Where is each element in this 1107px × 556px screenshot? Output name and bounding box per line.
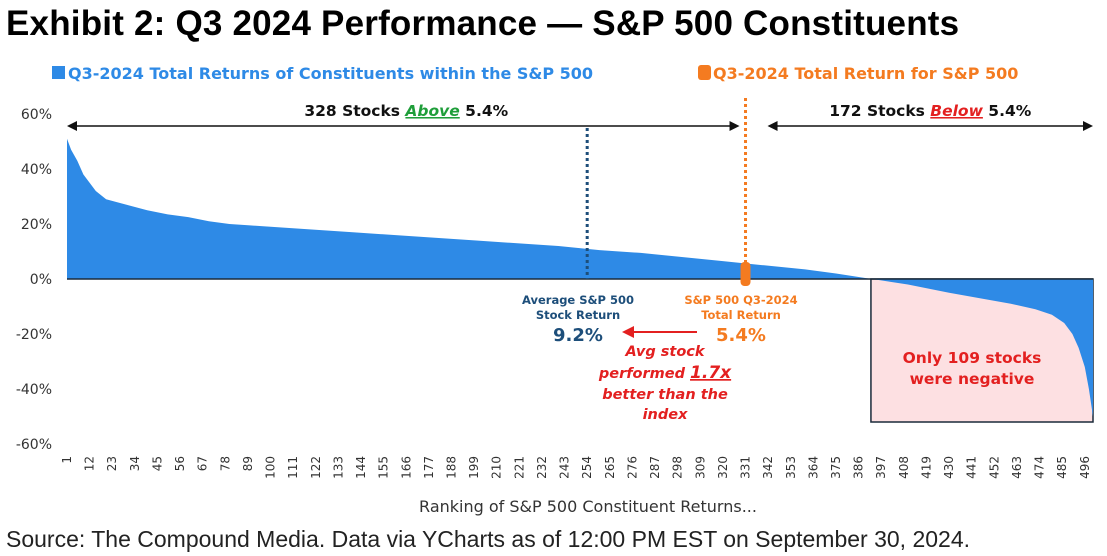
comparison-line3: better than the	[602, 387, 728, 403]
x-tick-label: 474	[1033, 456, 1047, 479]
x-tick-label: 430	[942, 456, 956, 479]
legend-label-index: Q3-2024 Total Return for S&P 500	[713, 64, 1018, 83]
x-tick-label: 1	[60, 456, 74, 464]
x-tick-label: 12	[83, 456, 97, 471]
comparison-multiple: 1.7x	[690, 363, 732, 383]
x-tick-label: 100	[264, 456, 278, 479]
x-tick-label: 45	[150, 456, 164, 471]
legend-swatch-index	[698, 65, 711, 80]
y-tick-label: 40%	[21, 162, 52, 178]
x-tick-label: 122	[309, 456, 323, 479]
x-tick-label: 353	[784, 456, 798, 479]
x-tick-label: 111	[286, 456, 300, 479]
y-tick-label: -60%	[16, 437, 52, 453]
stocks-below-label: 172 Stocks Below 5.4%	[829, 102, 1032, 120]
below-word: Below	[930, 102, 983, 120]
x-tick-label: 254	[580, 456, 594, 479]
x-tick-label: 496	[1078, 456, 1092, 479]
index-value: 5.4%	[716, 325, 766, 346]
above-range-arrow-head-left	[67, 121, 77, 131]
y-tick-label: 60%	[21, 107, 52, 123]
x-axis: 1 12 23 34 45 56 67 78 89 100 111 122 133 144 155 166 17…	[60, 456, 1092, 479]
comparison-annotation: Avg stock performed 1.7x better than the…	[598, 344, 732, 423]
x-tick-label: 34	[128, 456, 142, 471]
negative-label-line2: were negative	[910, 370, 1035, 388]
x-tick-label: 452	[987, 456, 1001, 479]
comparison-arrowhead	[622, 326, 634, 338]
y-tick-label: -20%	[16, 327, 52, 343]
x-tick-label: 78	[218, 456, 232, 471]
x-tick-label: 177	[422, 456, 436, 479]
average-value: 9.2%	[553, 325, 603, 346]
x-tick-label: 485	[1055, 456, 1069, 479]
y-tick-label: 20%	[21, 217, 52, 233]
x-tick-label: 188	[444, 456, 458, 479]
y-tick-label: -40%	[16, 382, 52, 398]
comparison-line2: performed 1.7x	[598, 363, 732, 383]
x-tick-label: 23	[105, 456, 119, 471]
above-range-arrow-head-right	[729, 121, 740, 131]
comparison-line4: index	[643, 407, 689, 423]
constituent-returns-area	[67, 138, 1093, 417]
x-tick-label: 287	[648, 456, 662, 479]
x-tick-label: 320	[716, 456, 730, 479]
x-tick-label: 133	[331, 456, 345, 479]
chart-title: Exhibit 2: Q3 2024 Performance — S&P 500…	[6, 4, 960, 43]
y-tick-label: 0%	[30, 272, 52, 288]
legend-swatch-constituents	[52, 66, 65, 79]
x-tick-label: 56	[173, 456, 187, 471]
x-tick-label: 243	[558, 456, 572, 479]
average-annotation: Average S&P 500 Stock Return 9.2%	[522, 293, 634, 346]
negative-annotation: Only 109 stocks were negative	[903, 349, 1042, 388]
above-word: Above	[404, 102, 459, 120]
x-tick-label: 375	[829, 456, 843, 479]
chart: Q3-2024 Total Returns of Constituents wi…	[16, 64, 1094, 516]
x-tick-label: 276	[625, 456, 639, 479]
x-tick-label: 221	[512, 456, 526, 479]
x-tick-label: 89	[241, 456, 255, 471]
x-tick-label: 408	[897, 456, 911, 479]
x-tick-label: 199	[467, 456, 481, 479]
source-note: Source: The Compound Media. Data via YCh…	[6, 526, 971, 552]
x-tick-label: 331	[739, 456, 753, 479]
comparison-line1: Avg stock	[624, 344, 705, 360]
stocks-above-label: 328 Stocks Above 5.4%	[304, 102, 508, 120]
index-label-line2: Total Return	[701, 308, 781, 322]
x-tick-label: 210	[490, 456, 504, 479]
x-tick-label: 419	[919, 456, 933, 479]
x-tick-label: 155	[377, 456, 391, 479]
x-tick-label: 364	[806, 456, 820, 479]
x-tick-label: 298	[671, 456, 685, 479]
x-tick-label: 463	[1010, 456, 1024, 479]
index-label-line1: S&P 500 Q3-2024	[684, 293, 797, 307]
x-tick-label: 342	[761, 456, 775, 479]
x-tick-label: 144	[354, 456, 368, 479]
below-range-arrow-head-left	[767, 121, 778, 131]
y-axis: 60% 40% 20% 0% -20% -40% -60%	[16, 107, 52, 453]
x-tick-label: 265	[603, 456, 617, 479]
legend-label-constituents: Q3-2024 Total Returns of Constituents wi…	[68, 64, 593, 83]
average-label-line2: Stock Return	[536, 308, 620, 322]
index-annotation: S&P 500 Q3-2024 Total Return 5.4%	[684, 293, 797, 346]
x-tick-label: 67	[196, 456, 210, 471]
x-tick-label: 166	[399, 456, 413, 479]
x-tick-label: 309	[693, 456, 707, 479]
x-tick-label: 386	[852, 456, 866, 479]
x-tick-label: 232	[535, 456, 549, 479]
range-arrows	[67, 121, 1093, 131]
legend: Q3-2024 Total Returns of Constituents wi…	[52, 64, 1018, 83]
x-tick-label: 441	[965, 456, 979, 479]
x-tick-label: 397	[874, 456, 888, 479]
below-range-arrow-head-right	[1083, 121, 1093, 131]
index-return-marker	[740, 262, 751, 286]
x-axis-title: Ranking of S&P 500 Constituent Returns..…	[419, 497, 757, 516]
average-label-line1: Average S&P 500	[522, 293, 634, 307]
negative-label-line1: Only 109 stocks	[903, 349, 1042, 367]
